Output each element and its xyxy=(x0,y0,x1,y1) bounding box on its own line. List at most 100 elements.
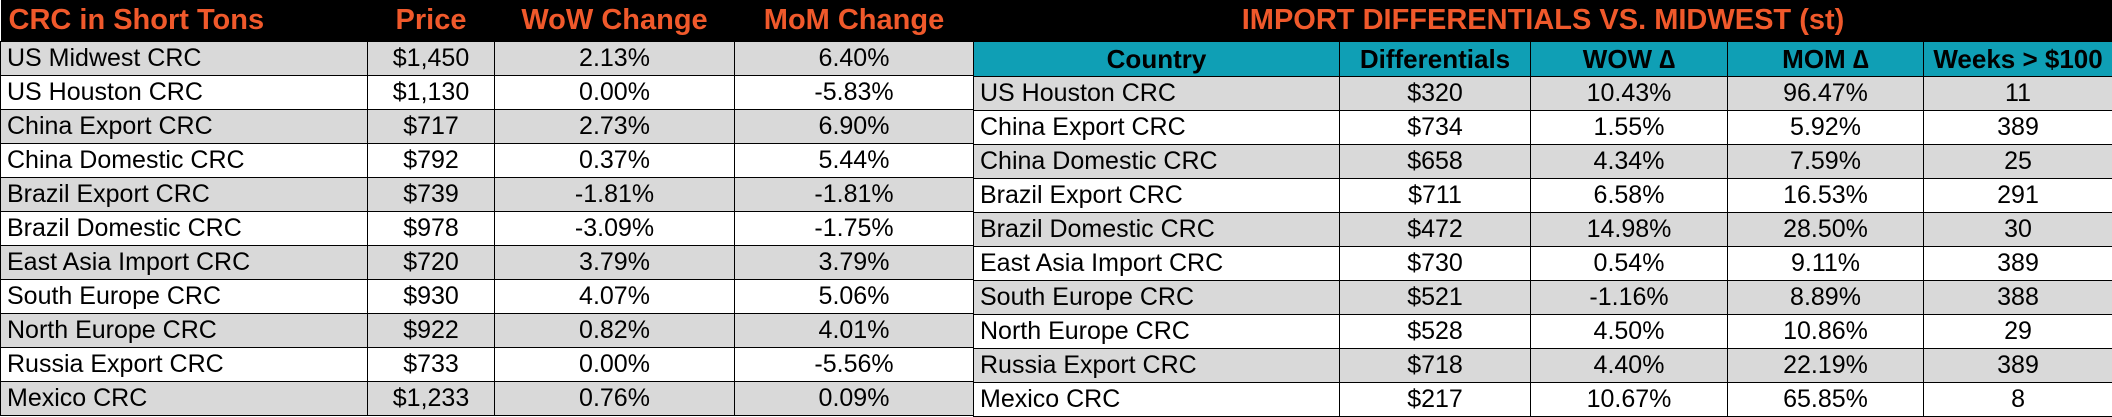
import-header-mom: MOM ∆ xyxy=(1727,41,1924,77)
table-row: Russia Export CRC $733 0.00% -5.56% xyxy=(0,347,974,382)
cell-country: Brazil Domestic CRC xyxy=(973,212,1340,247)
crc-table-header-row: CRC in Short Tons Price WoW Change MoM C… xyxy=(0,0,974,42)
table-row: US Midwest CRC $1,450 2.13% 6.40% xyxy=(0,41,974,76)
table-row: Mexico CRC $1,233 0.76% 0.09% xyxy=(0,381,974,416)
cell-product: China Domestic CRC xyxy=(0,143,368,178)
cell-wow-change: 4.07% xyxy=(494,279,735,314)
cell-product: Brazil Domestic CRC xyxy=(0,211,368,246)
cell-mom-delta: 22.19% xyxy=(1727,348,1924,383)
cell-weeks-over-100: 291 xyxy=(1922,178,2112,213)
cell-wow-change: 0.76% xyxy=(494,381,735,416)
cell-wow-delta: 4.40% xyxy=(1530,348,1728,383)
table-row: East Asia Import CRC $730 0.54% 9.11% 389 xyxy=(973,246,2112,281)
cell-mom-change: -1.75% xyxy=(734,211,974,246)
cell-product: US Houston CRC xyxy=(0,75,368,110)
cell-differential: $658 xyxy=(1339,144,1531,179)
cell-price: $739 xyxy=(367,177,495,212)
table-row: China Export CRC $717 2.73% 6.90% xyxy=(0,109,974,144)
cell-wow-delta: 6.58% xyxy=(1530,178,1728,213)
cell-price: $978 xyxy=(367,211,495,246)
cell-differential: $718 xyxy=(1339,348,1531,383)
cell-wow-change: 2.73% xyxy=(494,109,735,144)
cell-country: China Export CRC xyxy=(973,110,1340,145)
cell-wow-change: 0.00% xyxy=(494,347,735,382)
cell-weeks-over-100: 30 xyxy=(1922,212,2112,247)
cell-wow-delta: 4.34% xyxy=(1530,144,1728,179)
table-row: South Europe CRC $930 4.07% 5.06% xyxy=(0,279,974,314)
cell-product: China Export CRC xyxy=(0,109,368,144)
table-row: North Europe CRC $528 4.50% 10.86% 29 xyxy=(973,314,2112,349)
import-header-country: Country xyxy=(973,41,1340,77)
cell-wow-delta: 10.67% xyxy=(1530,382,1728,417)
cell-product: South Europe CRC xyxy=(0,279,368,314)
cell-mom-delta: 65.85% xyxy=(1727,382,1924,417)
cell-country: North Europe CRC xyxy=(973,314,1340,349)
table-row: US Houston CRC $1,130 0.00% -5.83% xyxy=(0,75,974,110)
cell-product: Brazil Export CRC xyxy=(0,177,368,212)
cell-price: $1,233 xyxy=(367,381,495,416)
import-differentials-table: IMPORT DIFFERENTIALS VS. MIDWEST (st) Co… xyxy=(973,0,2112,417)
cell-wow-change: 3.79% xyxy=(494,245,735,280)
cell-mom-delta: 8.89% xyxy=(1727,280,1924,315)
cell-price: $922 xyxy=(367,313,495,348)
cell-country: Mexico CRC xyxy=(973,382,1340,417)
crc-header-price: Price xyxy=(367,0,495,42)
cell-mom-change: -5.83% xyxy=(734,75,974,110)
cell-weeks-over-100: 389 xyxy=(1922,246,2112,281)
table-row: South Europe CRC $521 -1.16% 8.89% 388 xyxy=(973,280,2112,315)
crc-price-table: CRC in Short Tons Price WoW Change MoM C… xyxy=(0,0,974,416)
table-row: North Europe CRC $922 0.82% 4.01% xyxy=(0,313,974,348)
cell-wow-change: 0.37% xyxy=(494,143,735,178)
cell-wow-delta: -1.16% xyxy=(1530,280,1728,315)
cell-weeks-over-100: 388 xyxy=(1922,280,2112,315)
table-row: Brazil Export CRC $711 6.58% 16.53% 291 xyxy=(973,178,2112,213)
cell-mom-delta: 5.92% xyxy=(1727,110,1924,145)
table-row: Russia Export CRC $718 4.40% 22.19% 389 xyxy=(973,348,2112,383)
cell-country: Russia Export CRC xyxy=(973,348,1340,383)
cell-product: Mexico CRC xyxy=(0,381,368,416)
cell-country: US Houston CRC xyxy=(973,76,1340,111)
cell-mom-delta: 9.11% xyxy=(1727,246,1924,281)
cell-wow-change: 0.00% xyxy=(494,75,735,110)
cell-weeks-over-100: 11 xyxy=(1922,76,2112,111)
cell-mom-change: -5.56% xyxy=(734,347,974,382)
crc-header-mom: MoM Change xyxy=(734,0,974,42)
table-row: Brazil Domestic CRC $472 14.98% 28.50% 30 xyxy=(973,212,2112,247)
import-table-title: IMPORT DIFFERENTIALS VS. MIDWEST (st) xyxy=(973,0,2112,42)
cell-weeks-over-100: 389 xyxy=(1922,110,2112,145)
cell-mom-delta: 16.53% xyxy=(1727,178,1924,213)
cell-product: North Europe CRC xyxy=(0,313,368,348)
cell-product: Russia Export CRC xyxy=(0,347,368,382)
cell-wow-delta: 0.54% xyxy=(1530,246,1728,281)
table-row: US Houston CRC $320 10.43% 96.47% 11 xyxy=(973,76,2112,111)
cell-wow-change: -3.09% xyxy=(494,211,735,246)
cell-mom-change: 3.79% xyxy=(734,245,974,280)
cell-price: $930 xyxy=(367,279,495,314)
cell-mom-change: 6.40% xyxy=(734,41,974,76)
table-row: China Domestic CRC $658 4.34% 7.59% 25 xyxy=(973,144,2112,179)
cell-wow-change: 2.13% xyxy=(494,41,735,76)
cell-price: $792 xyxy=(367,143,495,178)
cell-wow-delta: 1.55% xyxy=(1530,110,1728,145)
cell-weeks-over-100: 8 xyxy=(1922,382,2112,417)
cell-weeks-over-100: 389 xyxy=(1922,348,2112,383)
cell-price: $720 xyxy=(367,245,495,280)
import-table-header-row: Country Differentials WOW ∆ MOM ∆ Weeks … xyxy=(973,41,2112,77)
import-table-body: US Houston CRC $320 10.43% 96.47% 11 China Ex… xyxy=(973,76,2112,417)
cell-price: $1,130 xyxy=(367,75,495,110)
cell-differential: $730 xyxy=(1339,246,1531,281)
cell-mom-change: -1.81% xyxy=(734,177,974,212)
import-header-weeks: Weeks > $100 xyxy=(1922,41,2112,77)
import-header-differentials: Differentials xyxy=(1339,41,1531,77)
cell-wow-change: 0.82% xyxy=(494,313,735,348)
table-row: East Asia Import CRC $720 3.79% 3.79% xyxy=(0,245,974,280)
cell-price: $1,450 xyxy=(367,41,495,76)
cell-mom-delta: 96.47% xyxy=(1727,76,1924,111)
cell-wow-delta: 10.43% xyxy=(1530,76,1728,111)
cell-mom-change: 5.44% xyxy=(734,143,974,178)
cell-weeks-over-100: 29 xyxy=(1922,314,2112,349)
crc-header-wow: WoW Change xyxy=(494,0,735,42)
table-row: China Domestic CRC $792 0.37% 5.44% xyxy=(0,143,974,178)
cell-mom-delta: 7.59% xyxy=(1727,144,1924,179)
